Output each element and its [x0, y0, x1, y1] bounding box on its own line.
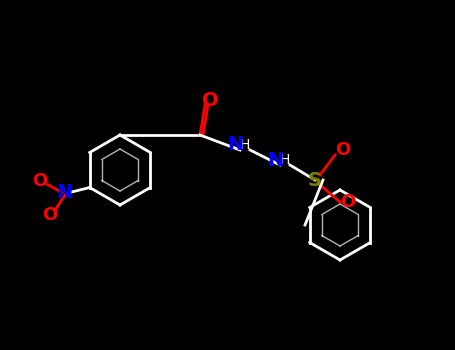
Text: O: O [202, 91, 218, 110]
Text: N: N [227, 135, 243, 154]
Text: S: S [308, 170, 322, 189]
Text: N: N [267, 150, 283, 169]
Text: H: H [280, 153, 290, 167]
Text: H: H [240, 138, 250, 152]
Text: O: O [340, 193, 356, 211]
Text: N: N [56, 183, 73, 202]
Text: O: O [335, 141, 351, 159]
Text: O: O [42, 206, 57, 224]
Text: O: O [32, 173, 47, 190]
